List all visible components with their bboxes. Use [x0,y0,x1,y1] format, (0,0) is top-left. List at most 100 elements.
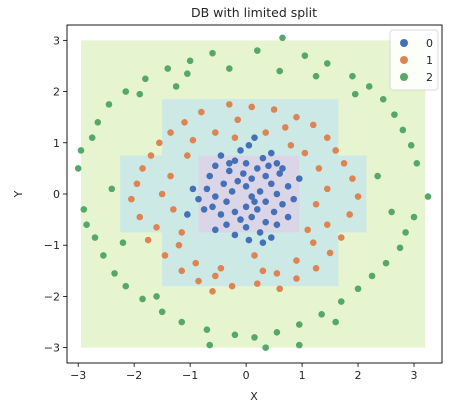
data-point-class-2 [365,83,373,90]
data-point-class-0 [209,203,216,211]
data-point-class-0 [265,162,272,170]
data-point-class-0 [189,185,197,193]
data-point-class-2 [253,47,261,54]
data-point-class-2 [295,321,303,328]
data-point-class-1 [326,249,334,257]
data-point-class-2 [178,318,186,326]
y-tick-label: −1 [44,239,60,252]
data-point-class-2 [206,341,214,349]
data-point-class-0 [262,218,269,226]
data-point-class-2 [410,213,418,221]
data-point-class-0 [245,142,253,149]
data-point-class-2 [402,229,409,236]
data-point-class-1 [270,106,278,113]
data-point-class-0 [273,221,281,229]
data-point-class-1 [251,252,258,259]
data-point-class-1 [262,129,269,136]
data-point-class-1 [139,165,146,172]
data-point-class-0 [212,226,219,234]
data-point-class-1 [293,113,300,121]
data-point-class-0 [295,175,303,182]
data-point-class-0 [184,211,191,218]
data-point-class-0 [231,208,239,216]
data-point-class-2 [318,311,325,318]
data-point-class-0 [245,236,253,244]
data-point-class-1 [192,259,200,267]
data-point-class-1 [170,206,177,213]
data-point-class-1 [259,267,267,275]
data-point-class-1 [354,193,362,200]
data-point-class-2 [379,95,387,103]
data-point-class-0 [284,183,292,190]
data-point-class-0 [217,211,225,218]
x-tick-label: −1 [182,369,198,382]
y-tick-label: 1 [53,137,60,150]
data-point-class-0 [242,223,250,231]
data-point-class-0 [220,180,228,188]
data-point-class-2 [312,72,320,80]
data-point-class-1 [340,159,348,167]
data-point-class-2 [391,111,398,118]
legend-marker-0 [400,39,408,47]
data-point-class-1 [248,103,256,111]
data-point-class-2 [74,165,82,172]
data-point-class-2 [108,185,116,193]
x-tick-label: 1 [299,369,306,382]
data-point-class-1 [181,119,188,126]
data-point-class-2 [83,221,90,229]
data-point-class-0 [253,165,261,172]
data-point-class-2 [351,90,359,98]
data-point-class-2 [396,244,404,252]
data-point-class-0 [228,188,236,195]
data-point-class-2 [209,49,216,57]
data-point-class-0 [267,149,275,157]
data-point-class-1 [287,142,295,149]
data-point-class-1 [323,134,331,141]
data-point-class-2 [119,239,127,246]
data-point-class-2 [332,318,339,326]
data-point-class-2 [226,65,233,72]
data-point-class-2 [382,259,390,267]
x-tick-label: 2 [355,369,362,382]
data-point-class-2 [158,308,166,316]
data-point-class-0 [248,175,256,182]
data-point-class-1 [349,175,356,182]
data-point-class-2 [91,234,99,241]
data-point-class-0 [223,221,230,229]
data-point-class-1 [253,280,261,287]
data-point-class-0 [276,170,283,177]
data-point-class-1 [133,180,141,188]
data-point-class-0 [248,213,256,221]
data-point-class-1 [128,195,135,203]
data-point-class-2 [136,90,144,98]
data-point-class-2 [111,270,118,277]
data-point-class-0 [262,172,269,180]
data-point-class-1 [212,272,219,280]
plot-area [66,24,443,364]
chart-title: DB with limited split [191,5,317,20]
data-point-class-1 [217,264,225,272]
legend-label-0: 0 [426,37,433,50]
data-point-class-2 [399,126,407,134]
data-point-class-0 [273,190,281,198]
data-point-class-1 [136,213,144,221]
data-point-class-0 [226,167,233,175]
data-point-class-2 [273,328,281,336]
data-point-class-0 [256,229,264,236]
data-point-class-2 [337,298,345,305]
data-point-class-0 [251,198,258,205]
data-point-class-0 [206,172,214,180]
data-point-class-0 [195,195,202,203]
data-point-class-1 [178,267,186,275]
data-point-class-0 [237,216,244,223]
data-point-class-2 [184,70,191,77]
y-tick-label: 3 [53,34,60,47]
legend-marker-1 [400,56,408,64]
data-point-class-0 [279,165,286,172]
legend-label-2: 2 [426,71,433,84]
data-point-class-1 [312,264,320,272]
data-point-class-0 [237,147,244,154]
data-point-class-2 [94,119,102,126]
data-point-class-0 [253,206,261,213]
data-point-class-2 [122,88,130,95]
